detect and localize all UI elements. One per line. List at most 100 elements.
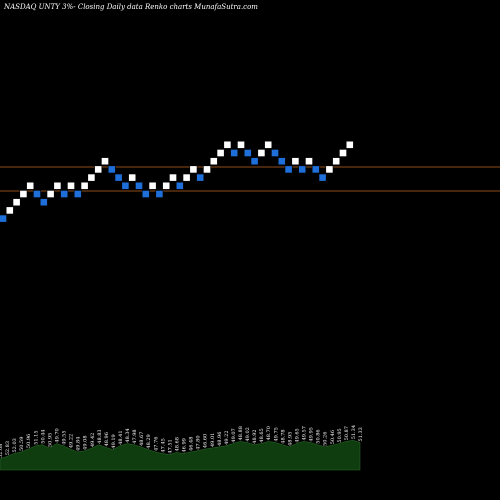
volume-labels: 52.08 52.83 52.03 50.59 50.96 51.15 50.44 50.95… — [0, 425, 364, 458]
renko-brick-up — [169, 173, 177, 182]
volume-label: 49.84 — [76, 437, 82, 451]
renko-brick-down — [135, 181, 143, 190]
renko-brick-down — [311, 165, 320, 174]
volume-label: 47.98 — [132, 429, 138, 443]
renko-brick-up — [128, 173, 137, 182]
volume-label: 50.46 — [330, 430, 336, 444]
renko-brick-up — [291, 157, 300, 166]
renko-brick-up — [182, 173, 191, 182]
volume-label: 48.95 — [287, 432, 293, 446]
renko-brick-down — [230, 149, 239, 157]
volume-label: 52.83 — [5, 441, 11, 455]
volume-label: 50.95 — [47, 433, 53, 447]
volume-label: 48.96 — [217, 432, 223, 446]
renko-brick-up — [5, 206, 14, 215]
volume-label: 47.51 — [167, 439, 173, 453]
volume-label: 48.88 — [238, 426, 244, 440]
reference-lines — [0, 166, 500, 192]
volume-label: 48.41 — [118, 430, 124, 444]
volume-label: 50.59 — [19, 437, 25, 451]
volume-label: 46.99 — [182, 438, 188, 452]
volume-label: 47.45 — [160, 438, 166, 452]
volume-label: 49.75 — [273, 427, 279, 441]
renko-brick-down — [60, 190, 69, 198]
volume-label: 49.55 — [62, 430, 68, 444]
volume-label: 46.60 — [203, 434, 209, 448]
volume-label: 47.80 — [196, 435, 202, 449]
volume-area — [0, 440, 361, 471]
chart-title: NASDAQ UNTY 3%- Closing Daily data Renko… — [3, 3, 258, 11]
volume-label: 52.03 — [12, 438, 18, 452]
volume-label: 48.78 — [280, 429, 286, 443]
volume-label: 48.96 — [104, 432, 110, 446]
renko-brick-up — [345, 140, 354, 149]
volume-area-shape — [0, 440, 361, 471]
volume-label: 48.70 — [266, 426, 272, 440]
renko-brick-down — [33, 190, 41, 198]
volume-label: 47.76 — [153, 437, 159, 451]
renko-brick-up — [257, 149, 266, 157]
renko-brick-up — [264, 140, 273, 149]
renko-brick-down — [243, 149, 252, 157]
renko-brick-up — [101, 157, 109, 166]
volume-label: 48.83 — [97, 429, 103, 443]
renko-brick-down — [271, 149, 279, 157]
renko-brick-down — [114, 173, 123, 182]
renko-brick-up — [237, 140, 245, 149]
renko-brick-down — [121, 181, 130, 190]
renko-brick-up — [26, 181, 35, 190]
renko-brick-down — [0, 214, 7, 223]
renko-brick-up — [203, 165, 211, 174]
volume-label: 49.07 — [231, 428, 237, 442]
renko-brick-up — [216, 149, 225, 157]
renko-brick-up — [67, 181, 75, 190]
renko-brick-up — [80, 181, 89, 190]
renko-brick-up — [332, 157, 341, 166]
renko-brick-up — [339, 149, 347, 157]
volume-label: 49.08 — [83, 435, 89, 449]
volume-label: 49.42 — [90, 433, 96, 447]
renko-brick-up — [305, 157, 313, 166]
volume-label: 49.70 — [55, 428, 61, 442]
volume-label: 48.65 — [259, 428, 265, 442]
volume-label: 49.02 — [245, 427, 251, 441]
volume-label: 52.08 — [0, 444, 4, 458]
renko-brick-up — [325, 165, 334, 174]
volume-label: 48.34 — [125, 428, 131, 442]
volume-label: 48.29 — [146, 434, 152, 448]
renko-brick-down — [196, 173, 205, 182]
renko-brick-down — [175, 181, 184, 190]
renko-brick-down — [107, 165, 116, 174]
renko-brick-up — [223, 140, 232, 149]
renko-brick-down — [155, 190, 164, 198]
renko-brick-down — [141, 190, 150, 198]
volume-label: 49.01 — [210, 433, 216, 447]
volume-label: 49.19 — [111, 434, 117, 448]
volume-label: 49.57 — [302, 426, 308, 440]
renko-brick-up — [19, 190, 28, 198]
volume-label: 51.15 — [33, 430, 39, 444]
volume-label: 50.44 — [40, 429, 46, 443]
renko-brick-down — [277, 157, 286, 166]
renko-brick-up — [209, 157, 218, 166]
renko-brick-down — [73, 190, 82, 198]
renko-brick-up — [87, 173, 96, 182]
volume-label: 50.87 — [344, 426, 350, 440]
renko-brick-up — [46, 190, 55, 198]
volume-label: 51.34 — [351, 425, 357, 439]
volume-label: 48.67 — [139, 432, 145, 446]
renko-brick-up — [189, 165, 198, 174]
volume-label: 49.22 — [69, 434, 75, 448]
volume-label: 49.22 — [224, 430, 230, 444]
renko-brick-down — [284, 165, 293, 174]
renko-brick-up — [53, 181, 62, 190]
volume-label: 50.86 — [316, 429, 322, 443]
renko-brick-down — [318, 173, 327, 182]
volume-label: 50.96 — [26, 434, 32, 448]
renko-brick-up — [12, 198, 21, 207]
renko-brick-up — [148, 181, 157, 190]
renko-brick-down — [39, 198, 48, 207]
renko-brick-up — [94, 165, 103, 174]
volume-label: 48.68 — [175, 437, 181, 451]
